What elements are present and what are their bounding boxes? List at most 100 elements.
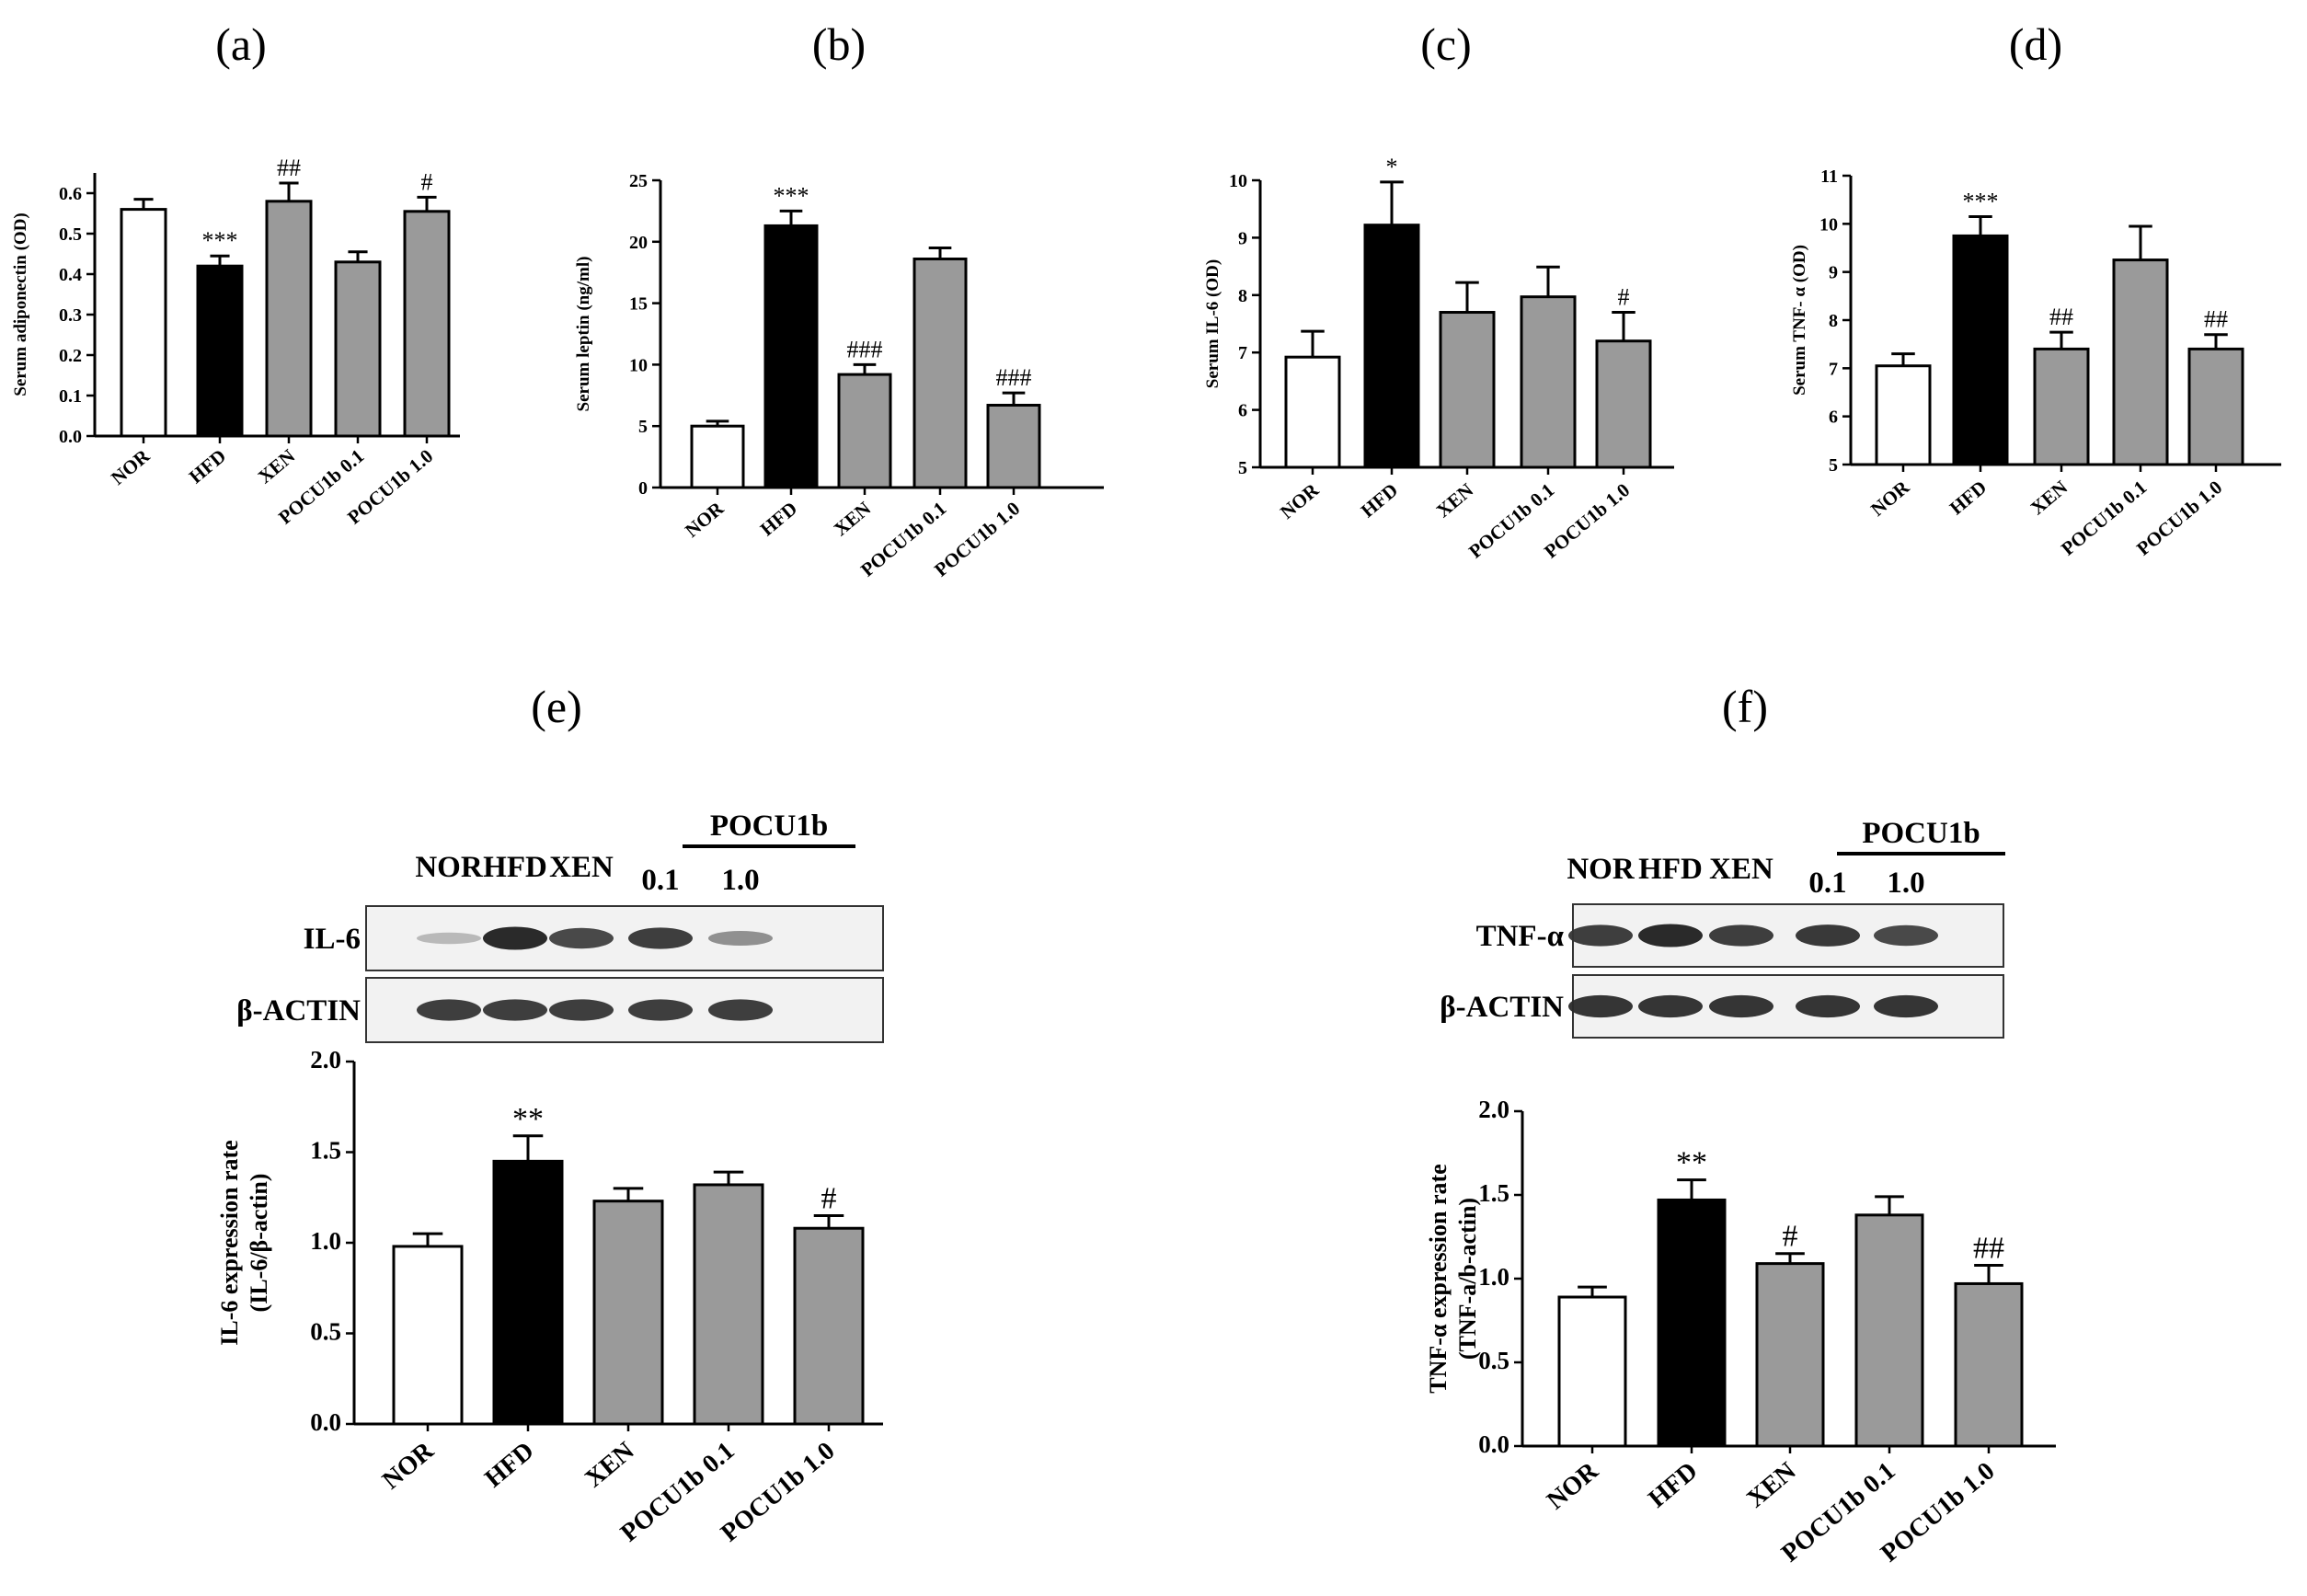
y-tick-label: 1.0 xyxy=(310,1227,341,1255)
significance-label: ** xyxy=(1676,1146,1707,1180)
significance-label: ## xyxy=(1973,1231,2004,1265)
bar xyxy=(1755,1262,1825,1448)
category-label: HFD xyxy=(1357,478,1402,522)
significance-label: *** xyxy=(202,227,238,254)
bar xyxy=(693,1183,764,1426)
significance-label: * xyxy=(1386,154,1398,180)
blot-band xyxy=(483,926,547,950)
blot-band xyxy=(1709,994,1773,1018)
bar xyxy=(265,200,313,438)
panel-label-d: (d) xyxy=(2009,18,2062,70)
bar xyxy=(120,208,167,438)
bar xyxy=(690,424,745,489)
blot-band xyxy=(417,932,481,945)
bar xyxy=(1954,1281,2024,1448)
group-label: POCU1b xyxy=(710,809,828,843)
y-tick-label: 0.1 xyxy=(59,386,82,407)
y-axis-label-units: (IL-6/β-actin) xyxy=(246,1174,272,1313)
significance-label: ### xyxy=(847,336,883,362)
blot-band xyxy=(1796,924,1860,947)
category-label: XEN xyxy=(580,1437,639,1494)
western-blot-e: NOR HFD XEN POCU1b 0.1 1.0 IL-6 β-ACTIN xyxy=(236,809,884,1043)
y-tick-label: 0.2 xyxy=(59,346,82,366)
category-label: HFD xyxy=(756,497,801,540)
chart-e: 0.0 0.5 1.0 1.5 2.0 IL-6 expression rate (IL-6… xyxy=(216,1046,883,1547)
y-tick-label: 5 xyxy=(1238,458,1247,478)
y-tick-label: 1.5 xyxy=(310,1137,341,1165)
dose-label: 0.1 xyxy=(1808,867,1846,900)
category-label: HFD xyxy=(1945,476,1991,519)
bar xyxy=(1657,1198,1727,1448)
bar xyxy=(592,1200,664,1426)
blot-band xyxy=(1568,994,1633,1018)
bar xyxy=(912,258,968,489)
blot-band xyxy=(708,999,773,1021)
blot-band xyxy=(1796,994,1860,1018)
significance-label: # xyxy=(1618,284,1630,311)
bar xyxy=(1284,355,1341,469)
y-tick-label: 25 xyxy=(629,171,648,191)
y-tick-label: 2.0 xyxy=(1478,1096,1509,1123)
y-tick-label: 10 xyxy=(629,355,648,375)
lane-label: NOR xyxy=(1567,853,1636,886)
bar xyxy=(334,260,382,438)
category-label: XEN xyxy=(254,444,299,488)
bar xyxy=(392,1245,464,1426)
blot-band xyxy=(549,927,614,949)
significance-label: ## xyxy=(2049,304,2073,330)
category-label: XEN xyxy=(1432,478,1477,522)
blot-band xyxy=(1638,994,1703,1018)
dose-label: 1.0 xyxy=(721,864,759,897)
blot-row-frame xyxy=(1572,903,2004,968)
category-label: NOR xyxy=(1276,478,1324,523)
panel-label-b: (b) xyxy=(812,18,866,70)
y-tick-label: 1.0 xyxy=(1478,1263,1509,1291)
blot-row-label: TNF-α xyxy=(1476,920,1565,953)
blot-band xyxy=(483,999,547,1021)
y-tick-label: 0.0 xyxy=(59,427,82,447)
chart-b: 0 5 10 15 20 25 Serum leptin (ng/ml) NOR *** HFD #… xyxy=(574,171,1104,581)
category-label: HFD xyxy=(479,1437,539,1494)
blot-row-label: β-ACTIN xyxy=(236,994,361,1028)
chart-a: 0.0 0.1 0.2 0.3 0.4 0.5 0.6 Serum adiponectin (… xyxy=(11,155,460,529)
bar xyxy=(1363,224,1420,469)
y-axis-label-units: (TNF-a/b-actin) xyxy=(1454,1198,1481,1360)
y-tick-label: 0.4 xyxy=(59,265,82,285)
lane-label: XEN xyxy=(1709,853,1773,886)
category-label: NOR xyxy=(681,497,729,542)
y-tick-label: 2.0 xyxy=(310,1046,341,1074)
bar xyxy=(403,210,451,438)
dose-label: 1.0 xyxy=(1887,867,1924,900)
chart-d: 5 6 7 8 9 10 11 Serum TNF- α (OD) NOR *** HFD ## XEN… xyxy=(1790,166,2281,560)
category-label: XEN xyxy=(830,497,875,540)
category-label: NOR xyxy=(377,1436,440,1495)
bar xyxy=(1439,311,1496,469)
dose-label: 0.1 xyxy=(641,864,679,897)
y-tick-label: 9 xyxy=(1829,263,1838,283)
blot-band xyxy=(417,999,481,1021)
bar xyxy=(2187,347,2244,466)
y-axis-label: IL-6 expression rate xyxy=(216,1140,243,1345)
y-axis-label: Serum adiponectin (OD) xyxy=(11,212,30,396)
y-tick-label: 8 xyxy=(1238,286,1247,306)
bar xyxy=(1595,339,1652,469)
y-tick-label: 1.5 xyxy=(1478,1179,1509,1207)
western-blot-f: NOR HFD XEN POCU1b 0.1 1.0 TNF-α β-ACTIN xyxy=(1440,817,2005,1039)
blot-band xyxy=(549,999,614,1021)
blot-band xyxy=(628,927,693,949)
category-label: NOR xyxy=(107,444,155,489)
blot-band xyxy=(1874,994,1938,1018)
bar xyxy=(2112,258,2169,466)
category-label: HFD xyxy=(185,444,230,488)
lane-label: HFD xyxy=(483,851,547,884)
blot-band xyxy=(1874,924,1938,947)
bar xyxy=(1854,1213,1924,1448)
y-tick-label: 20 xyxy=(629,233,648,253)
lane-label: HFD xyxy=(1638,853,1703,886)
bar xyxy=(1952,234,2009,466)
lane-label: NOR xyxy=(415,851,484,884)
y-axis-label: TNF-α expression rate xyxy=(1425,1164,1452,1393)
lane-label: XEN xyxy=(549,851,614,884)
